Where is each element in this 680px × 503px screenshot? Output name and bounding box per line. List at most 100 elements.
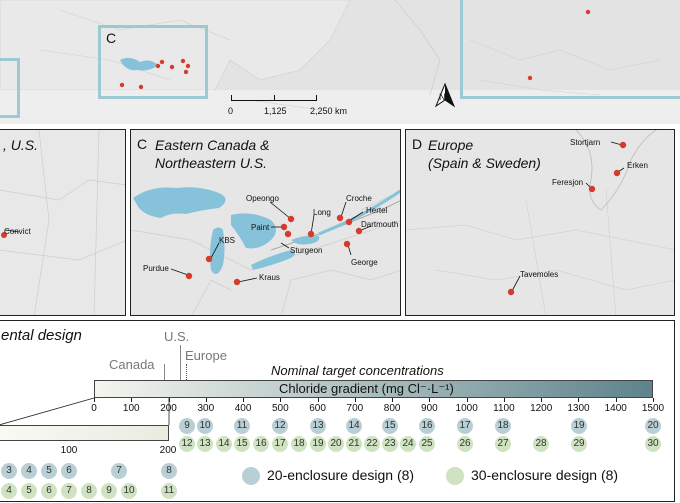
site-dot-convict [1,232,7,238]
sub-tick-200: 200 [159,445,177,456]
main-tick-label: 600 [309,403,326,414]
panel-b-title: , U.S. [3,137,39,153]
main-tick-mark [392,398,394,402]
enclosure-circle: 16 [419,418,435,434]
overview-site-dot [180,58,186,64]
site-dot-croche [336,214,344,222]
overview-site-dot [159,59,165,65]
overview-site-dot [169,64,175,70]
overview-site-dot [185,63,191,69]
enclosure-circle: 7 [61,483,77,499]
site-dot-purdue [185,272,193,280]
site-dot-stortjarn [619,141,627,149]
main-tick-label: 1100 [493,403,515,414]
main-tick-mark [354,398,356,402]
enclosure-circle: 6 [41,483,57,499]
sub-tick-100: 100 [60,445,78,456]
panel-d-letter: D [412,136,423,152]
main-tick-mark [280,398,282,402]
site-label-george: George [351,258,378,267]
enclosure-circle: 11 [161,483,177,499]
enclosure-circle: 14 [216,436,232,452]
enclosure-circle: 5 [21,483,37,499]
main-tick-label: 900 [421,403,438,414]
site-dot-hertel [345,218,353,226]
overview-site-dots [119,9,591,90]
main-tick-label: 100 [122,403,140,414]
enclosure-circle: 20 [645,418,661,434]
enclosure-circle: 7 [111,463,127,479]
scale-tick-2250: 2,250 km [310,106,348,116]
us-line [180,345,181,385]
inset-c-letter: C [106,30,117,46]
enclosure-circle: 24 [400,436,416,452]
enclosure-circle: 13 [197,436,213,452]
enclosure-circle: 18 [291,436,307,452]
enclosure-circle: 19 [310,436,326,452]
main-tick-mark [653,398,654,402]
site-label-stortjarn: Stortjarn [570,138,601,147]
panel-c-title-line1: Eastern Canada & [155,137,270,153]
site-label-opeongo: Opeongo [246,194,279,203]
overview-site-dot [183,69,189,75]
enclosure-circle: 29 [571,436,587,452]
great-lakes-overview [120,57,158,71]
main-tick-mark [94,398,95,402]
main-tick-mark [615,398,617,402]
main-tick-mark [131,398,133,402]
overview-site-dot [119,82,125,88]
site-label-paint: Paint [251,223,270,232]
site-label-feresjon: Feresjon [552,178,584,187]
site-dot-kraus [233,278,241,286]
gradient-label: Chloride gradient (mg Cl⁻·L⁻¹) [279,381,454,396]
enclosure-circle: 12 [272,418,288,434]
scale-bar-mid [274,95,275,101]
enclosure-circle: 17 [457,418,473,434]
legend-30-label: 30-enclosure design (8) [471,467,619,483]
legend-30-swatch [446,467,464,485]
main-tick-label: 700 [346,403,364,414]
europe-line [186,364,187,384]
site-label-tavemoles: Tavemoles [520,270,559,279]
main-tick-mark [429,398,431,402]
main-tick-mark [466,398,468,402]
site-dot-opeongo [287,215,295,223]
canada-line [164,364,165,384]
main-tick-mark [243,398,245,402]
site-dot-dartmouth [355,227,363,235]
design-title: ental design [1,327,82,344]
panel-c-title-line2: Northeastern U.S. [155,155,268,171]
main-tick-label: 1300 [567,403,590,414]
site-label-convict: Convict [4,227,31,236]
lake-ontario [291,235,320,245]
site-label-kraus: Kraus [259,273,280,282]
europe-label: Europe [185,348,227,363]
enclosure-circle: 9 [179,418,195,434]
enclosure-circle: 10 [121,483,137,499]
overview-map: C 0 1,125 2,250 km N [0,0,680,124]
enclosure-circle: 13 [310,418,326,434]
main-axis-ticks: 0 100 200 300 400 500 600 700 800 900 1000 1100 1200… [0,321,676,421]
us-label: U.S. [164,329,190,344]
site-label-dartmouth: Dartmouth [361,220,399,229]
panel-d-title-line1: Europe [428,137,474,153]
site-label-purdue: Purdue [143,264,169,273]
enclosure-circle: 27 [495,436,511,452]
enclosure-circle: 19 [571,418,587,434]
enclosure-circle: 17 [272,436,288,452]
enclosure-circle: 18 [495,418,511,434]
main-tick-label: 800 [383,403,401,414]
main-tick-label: 1000 [455,403,478,414]
main-tick-mark [317,398,319,402]
site-dot-tavemoles [507,288,515,296]
main-tick-label: 200 [160,403,177,414]
inset-box-d [460,0,680,99]
main-tick-label: 1200 [530,403,553,414]
panel-b-map: , U.S. Convict [0,129,126,316]
enclosure-circle: 6 [61,463,77,479]
enclosure-circle: 8 [81,483,97,499]
zoom-lines [0,397,170,426]
panel-d-map: D Europe (Spain & Sweden) Stortjarn Erke… [405,129,675,316]
main-tick-mark [541,398,543,402]
main-tick-label: 500 [271,403,289,414]
